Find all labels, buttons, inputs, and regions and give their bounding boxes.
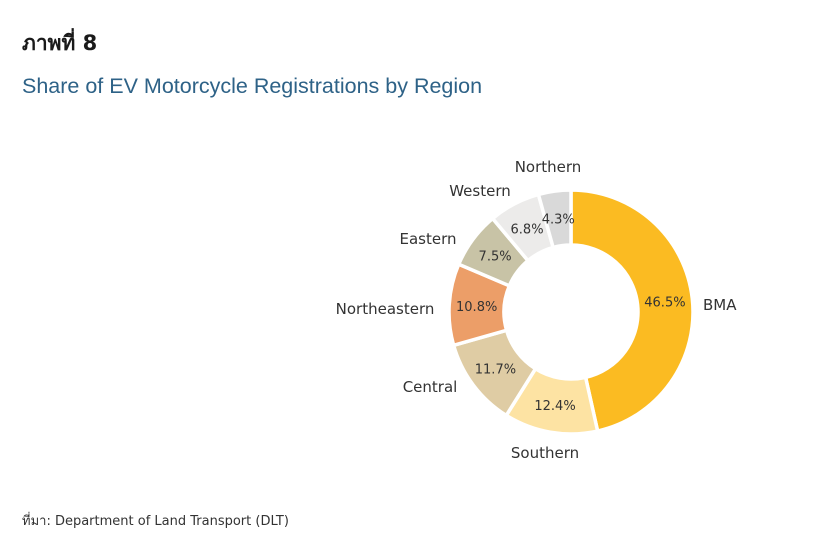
value-label-central: 11.7% — [475, 363, 516, 378]
value-label-western: 6.8% — [511, 222, 544, 237]
category-label-western: Western — [449, 182, 511, 200]
category-label-eastern: Eastern — [399, 230, 456, 248]
source-note: ที่มา: Department of Land Transport (DLT… — [22, 514, 289, 529]
category-label-northern: Northern — [515, 158, 582, 176]
value-label-northern: 4.3% — [542, 212, 575, 227]
category-label-northeastern: Northeastern — [336, 300, 435, 318]
donut-labels: 46.5% BMA 12.4% Southern 11.7% Central 10.8% No… — [336, 158, 738, 462]
category-label-central: Central — [403, 378, 458, 396]
chart-title: Share of EV Motorcycle Registrations by … — [22, 74, 483, 98]
slice-northern — [536, 188, 573, 250]
value-label-eastern: 7.5% — [479, 250, 512, 265]
value-label-northeastern: 10.8% — [456, 300, 497, 315]
category-label-bma: BMA — [703, 296, 737, 314]
figure-number: ภาพที่ 8 — [22, 31, 98, 55]
value-label-bma: 46.5% — [644, 296, 685, 311]
category-label-southern: Southern — [511, 444, 579, 462]
donut-slices — [447, 188, 695, 436]
value-label-southern: 12.4% — [534, 399, 575, 414]
slice-bma — [569, 188, 695, 434]
